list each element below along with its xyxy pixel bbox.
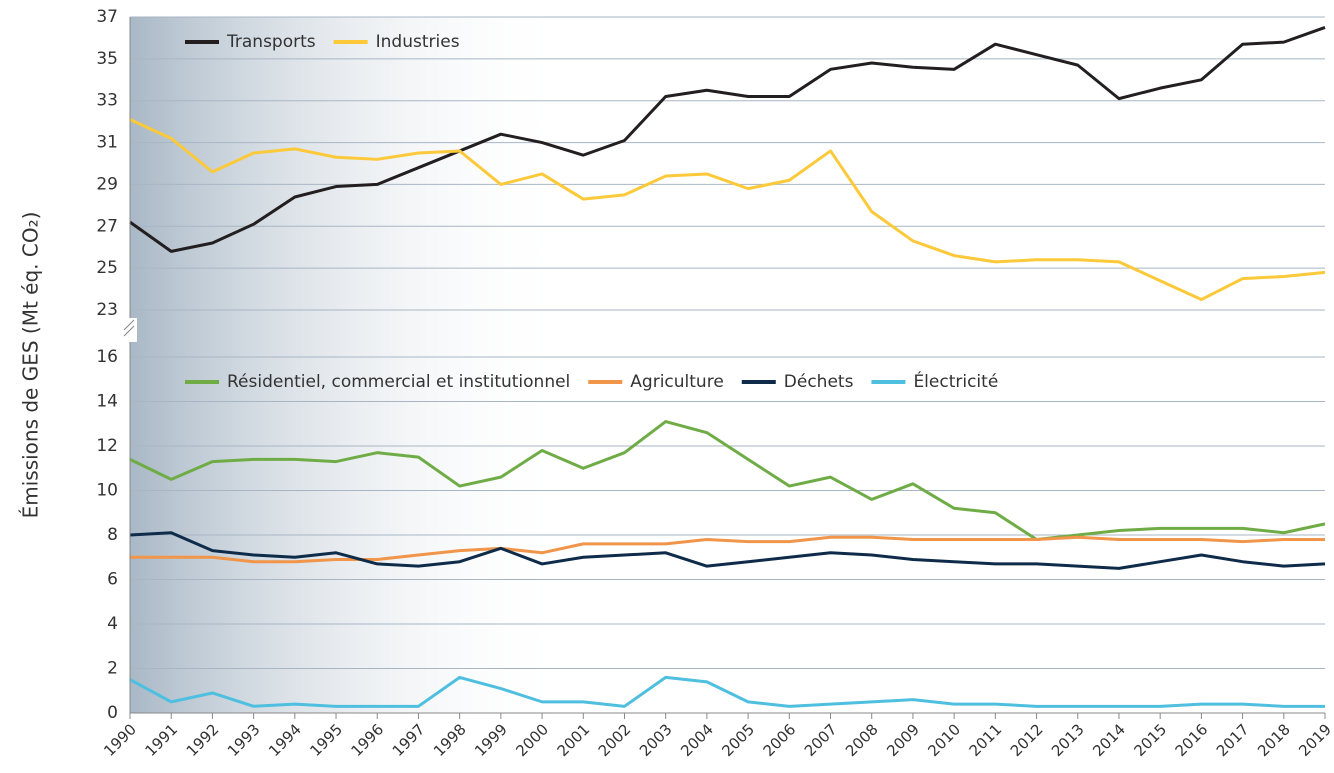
x-tick-label: 1992 bbox=[183, 720, 223, 760]
legend-label: Déchets bbox=[784, 372, 854, 392]
legend-label: Transports bbox=[226, 32, 316, 52]
y-tick-label: 0 bbox=[107, 703, 118, 723]
series-line bbox=[129, 420, 1326, 541]
x-tick-label: 1990 bbox=[100, 720, 140, 760]
x-tick-label: 1991 bbox=[141, 720, 181, 760]
y-tick-label: 4 bbox=[107, 614, 118, 634]
series-line bbox=[129, 531, 1326, 570]
x-tick-label: 1999 bbox=[471, 720, 511, 760]
x-tick-label: 2010 bbox=[924, 720, 964, 760]
y-tick-label: 10 bbox=[96, 481, 118, 501]
y-tick-label: 37 bbox=[96, 7, 118, 27]
x-tick-label: 2009 bbox=[883, 720, 923, 760]
y-tick-label: 14 bbox=[96, 392, 118, 412]
x-tick-label: 2005 bbox=[718, 720, 758, 760]
y-tick-label: 29 bbox=[96, 174, 118, 194]
x-tick-label: 2016 bbox=[1172, 720, 1212, 760]
x-tick-label: 1998 bbox=[430, 720, 470, 760]
x-tick-label: 2002 bbox=[595, 720, 635, 760]
x-tick-label: 2013 bbox=[1048, 720, 1088, 760]
background-shade bbox=[130, 17, 570, 713]
axis-break bbox=[123, 325, 135, 337]
x-tick-label: 2000 bbox=[512, 720, 552, 760]
x-tick-label: 2018 bbox=[1254, 720, 1294, 760]
x-tick-label: 1995 bbox=[306, 720, 346, 760]
y-tick-label: 33 bbox=[96, 91, 118, 111]
y-tick-label: 6 bbox=[107, 570, 118, 590]
y-tick-label: 8 bbox=[107, 525, 118, 545]
legend-label: Agriculture bbox=[630, 372, 724, 392]
x-tick-label: 2019 bbox=[1295, 720, 1334, 760]
axis-break bbox=[123, 319, 135, 331]
x-tick-label: 2008 bbox=[842, 720, 882, 760]
x-tick-label: 1996 bbox=[348, 720, 388, 760]
series-line bbox=[130, 535, 1325, 564]
y-tick-label: 31 bbox=[96, 133, 118, 153]
x-tick-label: 1997 bbox=[389, 720, 429, 760]
x-tick-label: 1994 bbox=[265, 720, 305, 760]
legend-label: Industries bbox=[376, 32, 460, 52]
y-tick-label: 23 bbox=[96, 300, 118, 320]
series-line bbox=[129, 26, 1326, 253]
x-tick-label: 2001 bbox=[554, 720, 594, 760]
series-line bbox=[129, 675, 1325, 708]
x-tick-label: 2003 bbox=[636, 720, 676, 760]
x-tick-label: 2004 bbox=[677, 720, 717, 760]
x-tick-label: 2012 bbox=[1007, 720, 1047, 760]
y-axis-label: Émissions de GES (Mt éq. CO₂) bbox=[19, 212, 43, 519]
x-tick-label: 2011 bbox=[966, 720, 1006, 760]
x-tick-label: 2007 bbox=[801, 720, 841, 760]
legend-label: Électricité bbox=[913, 370, 998, 392]
x-tick-label: 2017 bbox=[1213, 720, 1253, 760]
legend-label: Résidentiel, commercial et institutionne… bbox=[227, 372, 570, 392]
x-tick-label: 2006 bbox=[760, 720, 800, 760]
y-tick-label: 27 bbox=[96, 216, 118, 236]
x-tick-label: 2014 bbox=[1089, 720, 1129, 760]
x-tick-label: 2015 bbox=[1130, 720, 1170, 760]
y-tick-label: 16 bbox=[96, 347, 118, 367]
y-tick-label: 12 bbox=[96, 436, 118, 456]
y-tick-label: 25 bbox=[96, 258, 118, 278]
y-tick-label: 35 bbox=[96, 49, 118, 69]
x-tick-label: 1993 bbox=[224, 720, 264, 760]
y-tick-label: 2 bbox=[107, 659, 118, 679]
series-line bbox=[129, 118, 1326, 302]
